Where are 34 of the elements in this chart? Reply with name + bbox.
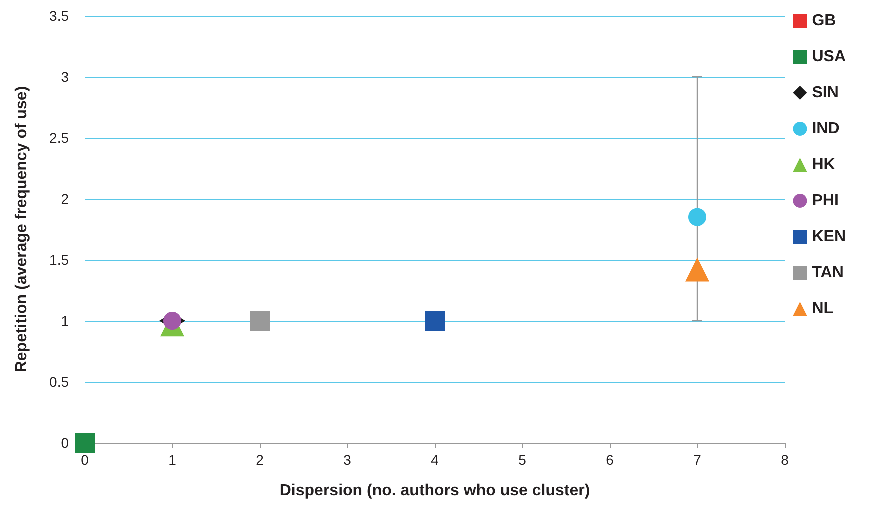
y-tick-label: 1.5 — [50, 252, 70, 268]
x-axis-title: Dispersion (no. authors who use cluster) — [280, 482, 590, 500]
y-tick-label: 1 — [61, 313, 70, 329]
legend-label: NL — [812, 300, 834, 318]
x-tick-label: 5 — [518, 452, 527, 468]
legend-label: GB — [812, 12, 836, 30]
legend-label: IND — [812, 120, 840, 138]
y-tick-label: 0.5 — [50, 374, 70, 390]
y-tick-label: 0 — [61, 435, 70, 451]
x-tick-label: 1 — [168, 452, 177, 468]
y-tick-label: 3.5 — [50, 8, 70, 24]
legend-label: PHI — [812, 192, 839, 210]
point — [688, 208, 706, 226]
point — [425, 311, 445, 331]
x-tick-label: 6 — [606, 452, 614, 468]
point — [250, 311, 270, 331]
x-tick-label: 0 — [81, 452, 90, 468]
legend-label: USA — [812, 48, 846, 66]
y-axis-title: Repetition (average frequency of use) — [14, 86, 30, 373]
legend-label: TAN — [812, 264, 844, 282]
x-tick-label: 3 — [344, 452, 352, 468]
point — [164, 312, 182, 330]
y-tick-label: 2 — [61, 191, 70, 207]
x-tick-label: 7 — [694, 452, 702, 468]
point — [75, 433, 95, 453]
point — [686, 258, 710, 282]
y-tick-label: 3 — [61, 69, 70, 85]
legend-label: SIN — [812, 84, 839, 102]
y-tick-label: 2.5 — [50, 130, 70, 146]
legend-label: KEN — [812, 228, 846, 246]
x-tick-label: 8 — [781, 452, 790, 468]
legend-label: HK — [812, 156, 836, 174]
x-tick-label: 4 — [431, 452, 440, 468]
x-tick-label: 2 — [256, 452, 264, 468]
